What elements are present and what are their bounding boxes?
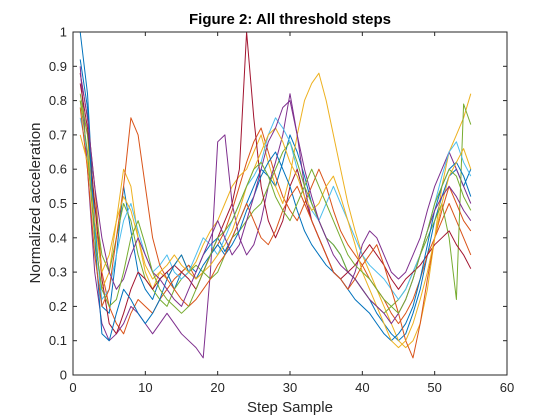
x-tick-label: 40 bbox=[355, 380, 369, 395]
x-tick-label: 0 bbox=[69, 380, 76, 395]
x-tick-label: 20 bbox=[210, 380, 224, 395]
y-tick-label: 0.5 bbox=[49, 196, 67, 211]
y-tick-label: 0.8 bbox=[49, 93, 67, 108]
x-tick-label: 10 bbox=[138, 380, 152, 395]
y-tick-label: 1 bbox=[60, 25, 67, 40]
y-tick-label: 0.7 bbox=[49, 127, 67, 142]
series-line-3 bbox=[79, 72, 472, 349]
x-tick-label: 50 bbox=[427, 380, 441, 395]
y-tick-label: 0.9 bbox=[49, 59, 67, 74]
y-tick-label: 0.2 bbox=[49, 299, 67, 314]
series-lines bbox=[79, 31, 472, 359]
x-tick-label: 60 bbox=[500, 380, 514, 395]
axes: 0 10 20 30 40 50 60 0 0.1 0.2 0.3 0.4 0.5 0.6 0.7 0.8 0.… bbox=[49, 25, 514, 396]
y-axis-label: Normalized acceleration bbox=[27, 123, 44, 284]
chart-title: Figure 2: All threshold steps bbox=[189, 11, 391, 28]
series-line-2 bbox=[79, 73, 472, 335]
x-tick-label: 30 bbox=[283, 380, 297, 395]
series-line-8 bbox=[79, 59, 472, 342]
y-tick-label: 0.6 bbox=[49, 162, 67, 177]
y-tick-label: 0 bbox=[60, 368, 67, 383]
y-tick-label: 0.4 bbox=[49, 230, 67, 245]
series-line-7 bbox=[79, 31, 472, 335]
series-line-12 bbox=[79, 100, 472, 314]
y-tick-label: 0.1 bbox=[49, 333, 67, 348]
x-axis-label: Step Sample bbox=[247, 399, 333, 416]
y-tick-label: 0.3 bbox=[49, 265, 67, 280]
